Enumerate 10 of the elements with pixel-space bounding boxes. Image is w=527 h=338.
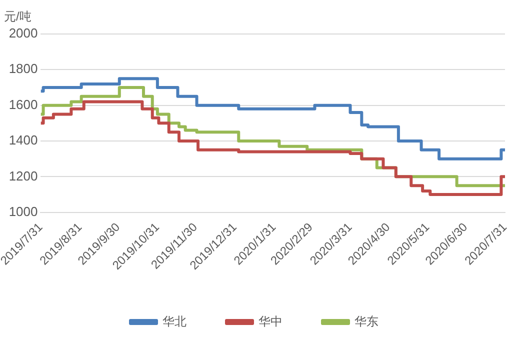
y-tick-label: 1200	[8, 168, 38, 184]
y-tick-label: 2000	[8, 26, 38, 41]
y-tick-label: 1600	[8, 96, 38, 112]
y-axis-title: 元/吨	[4, 9, 32, 24]
y-tick-label: 1000	[8, 204, 38, 219]
y-tick-label: 1800	[8, 61, 38, 76]
legend-label: 华中	[258, 314, 282, 328]
legend-label: 华东	[354, 314, 378, 328]
legend-label: 华北	[162, 314, 186, 328]
y-tick-label: 1400	[8, 132, 38, 148]
